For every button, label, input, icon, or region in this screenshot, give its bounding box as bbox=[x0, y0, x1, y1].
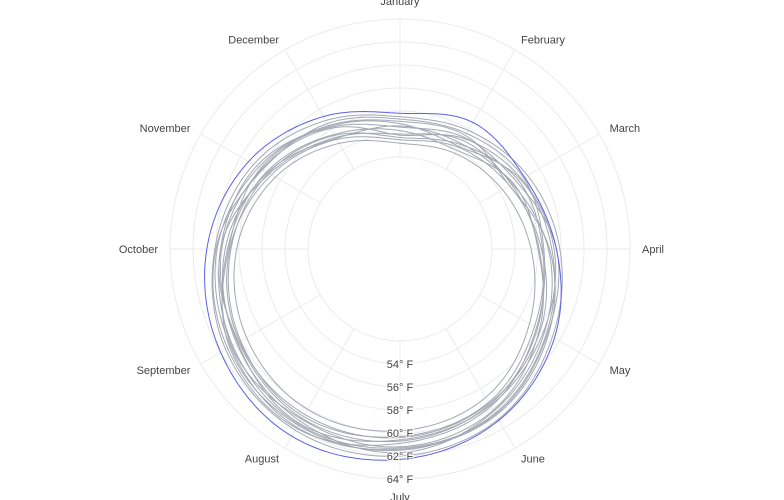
month-label: April bbox=[642, 244, 664, 256]
series-line bbox=[222, 125, 553, 454]
series-lines bbox=[204, 110, 563, 461]
series-line bbox=[218, 123, 560, 449]
series-line bbox=[226, 136, 548, 439]
month-label: May bbox=[610, 365, 631, 377]
series-line bbox=[211, 114, 563, 457]
radial-tick-label: 64° F bbox=[387, 474, 414, 486]
radial-tick-label: 62° F bbox=[387, 451, 414, 463]
month-label: February bbox=[521, 34, 566, 46]
grid-spoke bbox=[445, 49, 516, 170]
month-label: November bbox=[140, 123, 191, 135]
radial-tick-label: 58° F bbox=[387, 405, 414, 417]
radial-tick-label: 54° F bbox=[387, 359, 414, 371]
month-label: June bbox=[521, 454, 545, 466]
month-label: August bbox=[245, 454, 279, 466]
month-label: September bbox=[137, 365, 191, 377]
grid-spoke bbox=[284, 49, 355, 170]
grid-spoke bbox=[445, 328, 516, 449]
grid-circle-inner bbox=[307, 156, 493, 342]
month-label: December bbox=[228, 34, 279, 46]
series-line bbox=[218, 132, 544, 443]
series-line bbox=[233, 140, 536, 432]
month-label: March bbox=[610, 123, 641, 135]
month-label: July bbox=[390, 492, 410, 500]
radial-tick-label: 56° F bbox=[387, 382, 414, 394]
series-line bbox=[219, 126, 557, 442]
series-line bbox=[221, 120, 556, 452]
radial-axis-labels: 54° F 56° F 58° F 60° F 62° F 64° F bbox=[386, 358, 415, 487]
month-label: January bbox=[380, 0, 420, 8]
series-line bbox=[212, 116, 546, 446]
series-line bbox=[221, 128, 545, 448]
series-line bbox=[227, 132, 545, 438]
angular-axis-labels: January February March April May June July Augu… bbox=[118, 0, 665, 500]
radial-tick-label: 60° F bbox=[387, 428, 414, 440]
month-label: October bbox=[119, 244, 158, 256]
grid-spoke bbox=[479, 133, 600, 204]
highlight-series-line bbox=[204, 110, 562, 461]
